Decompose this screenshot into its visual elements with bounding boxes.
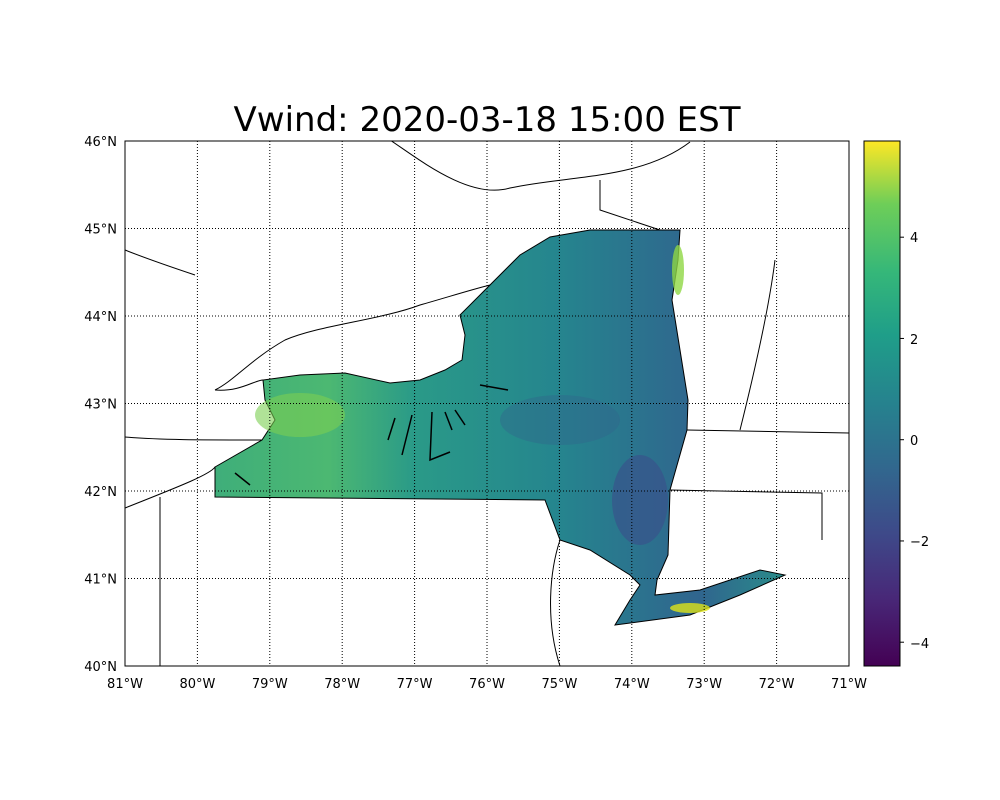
x-tick-label: 72°W bbox=[759, 677, 795, 692]
colorbar-tick-label: 0 bbox=[910, 434, 918, 449]
x-tick-label: 73°W bbox=[686, 677, 722, 692]
x-axis: 81°W 80°W 79°W 78°W 77°W 76°W 75°W 74°W … bbox=[107, 677, 867, 692]
colorbar-tick-label: −2 bbox=[910, 535, 929, 550]
colorbar: −4 −2 0 2 4 bbox=[863, 140, 929, 667]
colorbar-gradient bbox=[863, 140, 901, 667]
y-axis: 40°N 41°N 42°N 43°N 44°N 45°N 46°N bbox=[84, 135, 117, 675]
y-tick-label: 42°N bbox=[84, 485, 117, 500]
finger-lakes bbox=[234, 384, 509, 486]
x-tick-label: 76°W bbox=[469, 677, 505, 692]
y-tick-label: 46°N bbox=[84, 135, 117, 150]
x-tick-label: 74°W bbox=[614, 677, 650, 692]
y-tick-label: 41°N bbox=[84, 573, 117, 588]
x-tick-label: 81°W bbox=[107, 677, 143, 692]
colorbar-tick-label: 4 bbox=[910, 231, 918, 246]
colorbar-tick-label: −4 bbox=[910, 637, 929, 652]
x-tick-label: 75°W bbox=[541, 677, 577, 692]
chart-title: Vwind: 2020-03-18 15:00 EST bbox=[233, 100, 741, 140]
x-tick-label: 80°W bbox=[179, 677, 215, 692]
x-tick-label: 78°W bbox=[324, 677, 360, 692]
y-tick-label: 43°N bbox=[84, 398, 117, 413]
colorbar-tick-label: 2 bbox=[910, 333, 918, 348]
coastlines bbox=[125, 141, 849, 666]
y-tick-label: 40°N bbox=[84, 660, 117, 675]
x-tick-label: 79°W bbox=[252, 677, 288, 692]
y-tick-label: 45°N bbox=[84, 223, 117, 238]
x-tick-label: 71°W bbox=[831, 677, 867, 692]
x-tick-label: 77°W bbox=[397, 677, 433, 692]
graticule bbox=[125, 141, 849, 666]
map-frame bbox=[124, 140, 850, 667]
y-tick-label: 44°N bbox=[84, 310, 117, 325]
